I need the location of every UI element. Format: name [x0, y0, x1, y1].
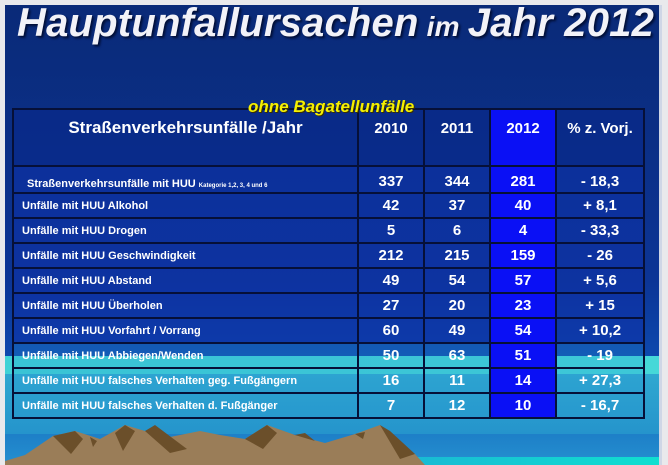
table-row: Unfälle mit HUU Drogen 5 6 4 - 33,3 [12, 217, 645, 244]
cell-2010: 7 [357, 392, 425, 419]
cell-2010: 60 [357, 317, 425, 344]
row-label: Unfälle mit HUU falsches Verhalten d. Fu… [12, 392, 359, 419]
table-row: Unfälle mit HUU Vorfahrt / Vorrang 60 49… [12, 317, 645, 344]
cell-2011: 344 [423, 165, 491, 194]
cell-change: + 15 [555, 292, 645, 319]
cell-2012: 57 [489, 267, 557, 294]
table-row: Straßenverkehrsunfälle mit HUU Kategorie… [12, 165, 645, 194]
row-label: Unfälle mit HUU falsches Verhalten geg. … [12, 367, 359, 394]
slide: Hauptunfallursachen im Jahr 2012 ohne Ba… [5, 5, 662, 465]
row-label: Unfälle mit HUU Überholen [12, 292, 359, 319]
cell-2011: 215 [423, 242, 491, 269]
row-note: Kategorie 1,2, 3, 4 und 6 [198, 183, 268, 189]
accident-causes-table: Straßenverkehrsunfälle /Jahr 2010 2011 2… [12, 108, 645, 419]
row-label: Unfälle mit HUU Alkohol [12, 192, 359, 219]
header-2012: 2012 [489, 108, 557, 167]
cell-2012: 23 [489, 292, 557, 319]
cell-2010: 16 [357, 367, 425, 394]
table-row: Unfälle mit HUU Alkohol 42 37 40 + 8,1 [12, 192, 645, 219]
cell-change: - 33,3 [555, 217, 645, 244]
cell-2010: 5 [357, 217, 425, 244]
cell-2012: 4 [489, 217, 557, 244]
table-row: Unfälle mit HUU falsches Verhalten d. Fu… [12, 392, 645, 419]
cell-change: - 26 [555, 242, 645, 269]
mountains-illustration [5, 425, 425, 465]
row-label: Unfälle mit HUU Drogen [12, 217, 359, 244]
table-header-row: Straßenverkehrsunfälle /Jahr 2010 2011 2… [12, 108, 645, 167]
cell-2011: 37 [423, 192, 491, 219]
cell-2010: 27 [357, 292, 425, 319]
table-row: Unfälle mit HUU Abbiegen/Wenden 50 63 51… [12, 342, 645, 369]
cell-2011: 11 [423, 367, 491, 394]
cell-2011: 6 [423, 217, 491, 244]
row-label-text: Straßenverkehrsunfälle mit HUU [27, 178, 196, 190]
cell-2011: 20 [423, 292, 491, 319]
cell-change: + 10,2 [555, 317, 645, 344]
cell-2012: 10 [489, 392, 557, 419]
row-label: Straßenverkehrsunfälle mit HUU Kategorie… [12, 165, 359, 194]
cell-2011: 54 [423, 267, 491, 294]
cell-2012: 51 [489, 342, 557, 369]
header-2010: 2010 [357, 108, 425, 167]
background-bottom-glow [385, 457, 662, 465]
title-end: Jahr 2012 [467, 5, 655, 45]
cell-2010: 49 [357, 267, 425, 294]
header-2011: 2011 [423, 108, 491, 167]
cell-change: + 8,1 [555, 192, 645, 219]
table-row: Unfälle mit HUU Überholen 27 20 23 + 15 [12, 292, 645, 319]
row-label: Unfälle mit HUU Abbiegen/Wenden [12, 342, 359, 369]
cell-change: - 19 [555, 342, 645, 369]
subtitle: ohne Bagatellunfälle [248, 97, 415, 116]
cell-2010: 212 [357, 242, 425, 269]
cell-change: - 16,7 [555, 392, 645, 419]
cell-2012: 281 [489, 165, 557, 194]
page-title: Hauptunfallursachen im Jahr 2012 [17, 5, 662, 46]
table-row: Unfälle mit HUU Abstand 49 54 57 + 5,6 [12, 267, 645, 294]
cell-2010: 42 [357, 192, 425, 219]
cell-2012: 54 [489, 317, 557, 344]
cell-change: + 5,6 [555, 267, 645, 294]
row-label: Unfälle mit HUU Abstand [12, 267, 359, 294]
cell-change: - 18,3 [555, 165, 645, 194]
cell-2011: 63 [423, 342, 491, 369]
cell-2012: 14 [489, 367, 557, 394]
cell-2012: 159 [489, 242, 557, 269]
row-label: Unfälle mit HUU Vorfahrt / Vorrang [12, 317, 359, 344]
title-middle: im [418, 11, 468, 42]
table-row: Unfälle mit HUU falsches Verhalten geg. … [12, 367, 645, 394]
cell-2011: 12 [423, 392, 491, 419]
cell-2011: 49 [423, 317, 491, 344]
header-label: Straßenverkehrsunfälle /Jahr [12, 108, 359, 167]
table-row: Unfälle mit HUU Geschwindigkeit 212 215 … [12, 242, 645, 269]
cell-2010: 50 [357, 342, 425, 369]
row-label: Unfälle mit HUU Geschwindigkeit [12, 242, 359, 269]
cell-2012: 40 [489, 192, 557, 219]
header-change: % z. Vorj. [555, 108, 645, 167]
title-main: Hauptunfallursachen [17, 5, 419, 45]
cell-2010: 337 [357, 165, 425, 194]
cell-change: + 27,3 [555, 367, 645, 394]
